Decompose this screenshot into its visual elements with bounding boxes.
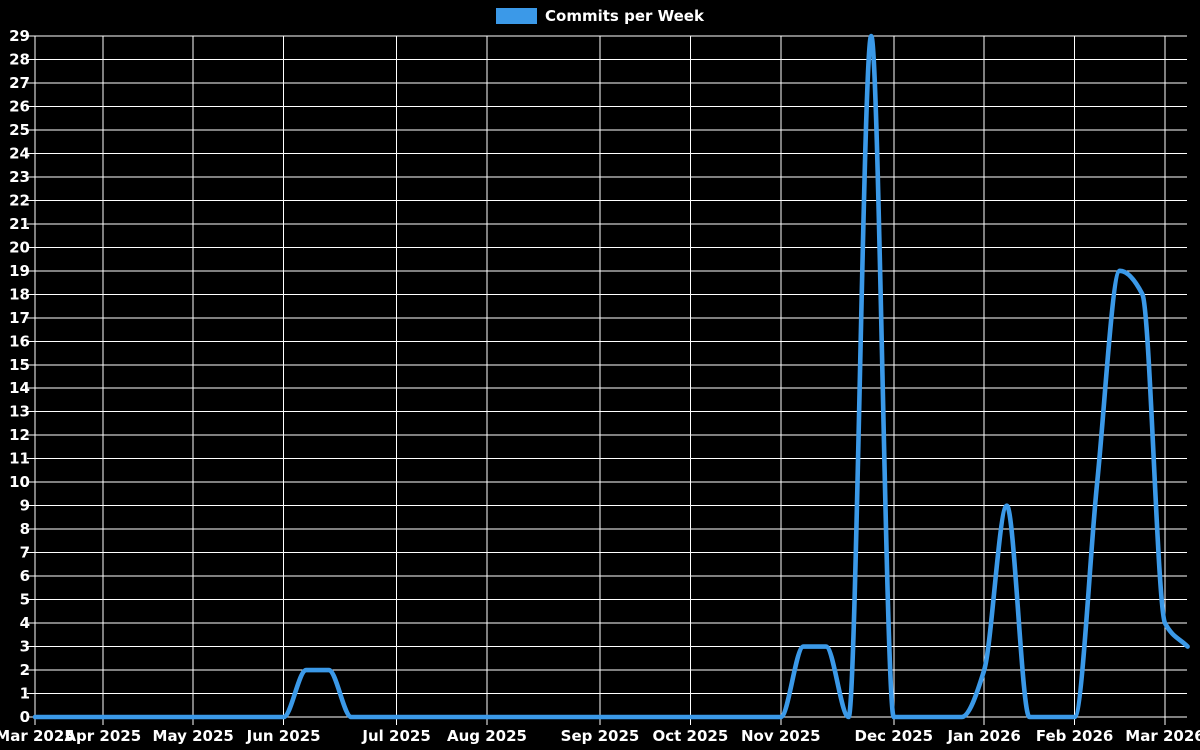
svg-text:Dec 2025: Dec 2025: [855, 727, 934, 745]
svg-text:Jan 2026: Jan 2026: [947, 727, 1021, 745]
data-series: [32, 33, 1190, 720]
svg-text:9: 9: [20, 497, 30, 515]
svg-text:11: 11: [9, 450, 30, 468]
svg-text:Oct 2025: Oct 2025: [653, 727, 729, 745]
svg-text:Jun 2025: Jun 2025: [246, 727, 321, 745]
y-gridlines: [27, 35, 1187, 718]
svg-text:29: 29: [9, 27, 30, 45]
svg-text:22: 22: [9, 191, 30, 209]
svg-text:10: 10: [9, 473, 30, 491]
svg-text:Mar 2025: Mar 2025: [0, 727, 75, 745]
svg-text:7: 7: [20, 544, 30, 562]
svg-text:13: 13: [9, 403, 30, 421]
svg-text:25: 25: [9, 121, 30, 139]
svg-text:8: 8: [20, 520, 30, 538]
svg-text:Nov 2025: Nov 2025: [741, 727, 821, 745]
svg-text:26: 26: [9, 97, 30, 115]
svg-text:Aug 2025: Aug 2025: [447, 727, 527, 745]
svg-text:1: 1: [20, 685, 30, 703]
svg-text:20: 20: [9, 238, 30, 256]
svg-text:May 2025: May 2025: [153, 727, 234, 745]
svg-text:12: 12: [9, 426, 30, 444]
svg-text:17: 17: [9, 309, 30, 327]
svg-text:5: 5: [20, 591, 30, 609]
svg-text:27: 27: [9, 74, 30, 92]
svg-text:Apr 2025: Apr 2025: [64, 727, 141, 745]
svg-text:28: 28: [9, 50, 30, 68]
y-axis-labels: 0123456789101112131415161718192021222324…: [9, 27, 30, 726]
legend: Commits per Week: [0, 8, 1200, 24]
svg-text:19: 19: [9, 262, 30, 280]
svg-text:4: 4: [20, 614, 30, 632]
commits-line-series: [32, 33, 1190, 720]
svg-text:23: 23: [9, 168, 30, 186]
svg-text:21: 21: [9, 215, 30, 233]
svg-text:2: 2: [20, 661, 30, 679]
svg-text:Feb 2026: Feb 2026: [1036, 727, 1114, 745]
svg-text:0: 0: [20, 708, 30, 726]
svg-text:6: 6: [20, 567, 30, 585]
svg-text:24: 24: [9, 144, 30, 162]
svg-text:3: 3: [20, 638, 30, 656]
x-gridlines: [34, 36, 1166, 725]
svg-text:18: 18: [9, 285, 30, 303]
svg-text:Jul 2025: Jul 2025: [361, 727, 430, 745]
svg-text:16: 16: [9, 332, 30, 350]
svg-text:Mar 2026: Mar 2026: [1125, 727, 1200, 745]
legend-label: Commits per Week: [545, 7, 704, 25]
svg-text:Sep 2025: Sep 2025: [561, 727, 640, 745]
svg-text:14: 14: [9, 379, 30, 397]
svg-text:15: 15: [9, 356, 30, 374]
legend-swatch-icon: [496, 8, 538, 24]
